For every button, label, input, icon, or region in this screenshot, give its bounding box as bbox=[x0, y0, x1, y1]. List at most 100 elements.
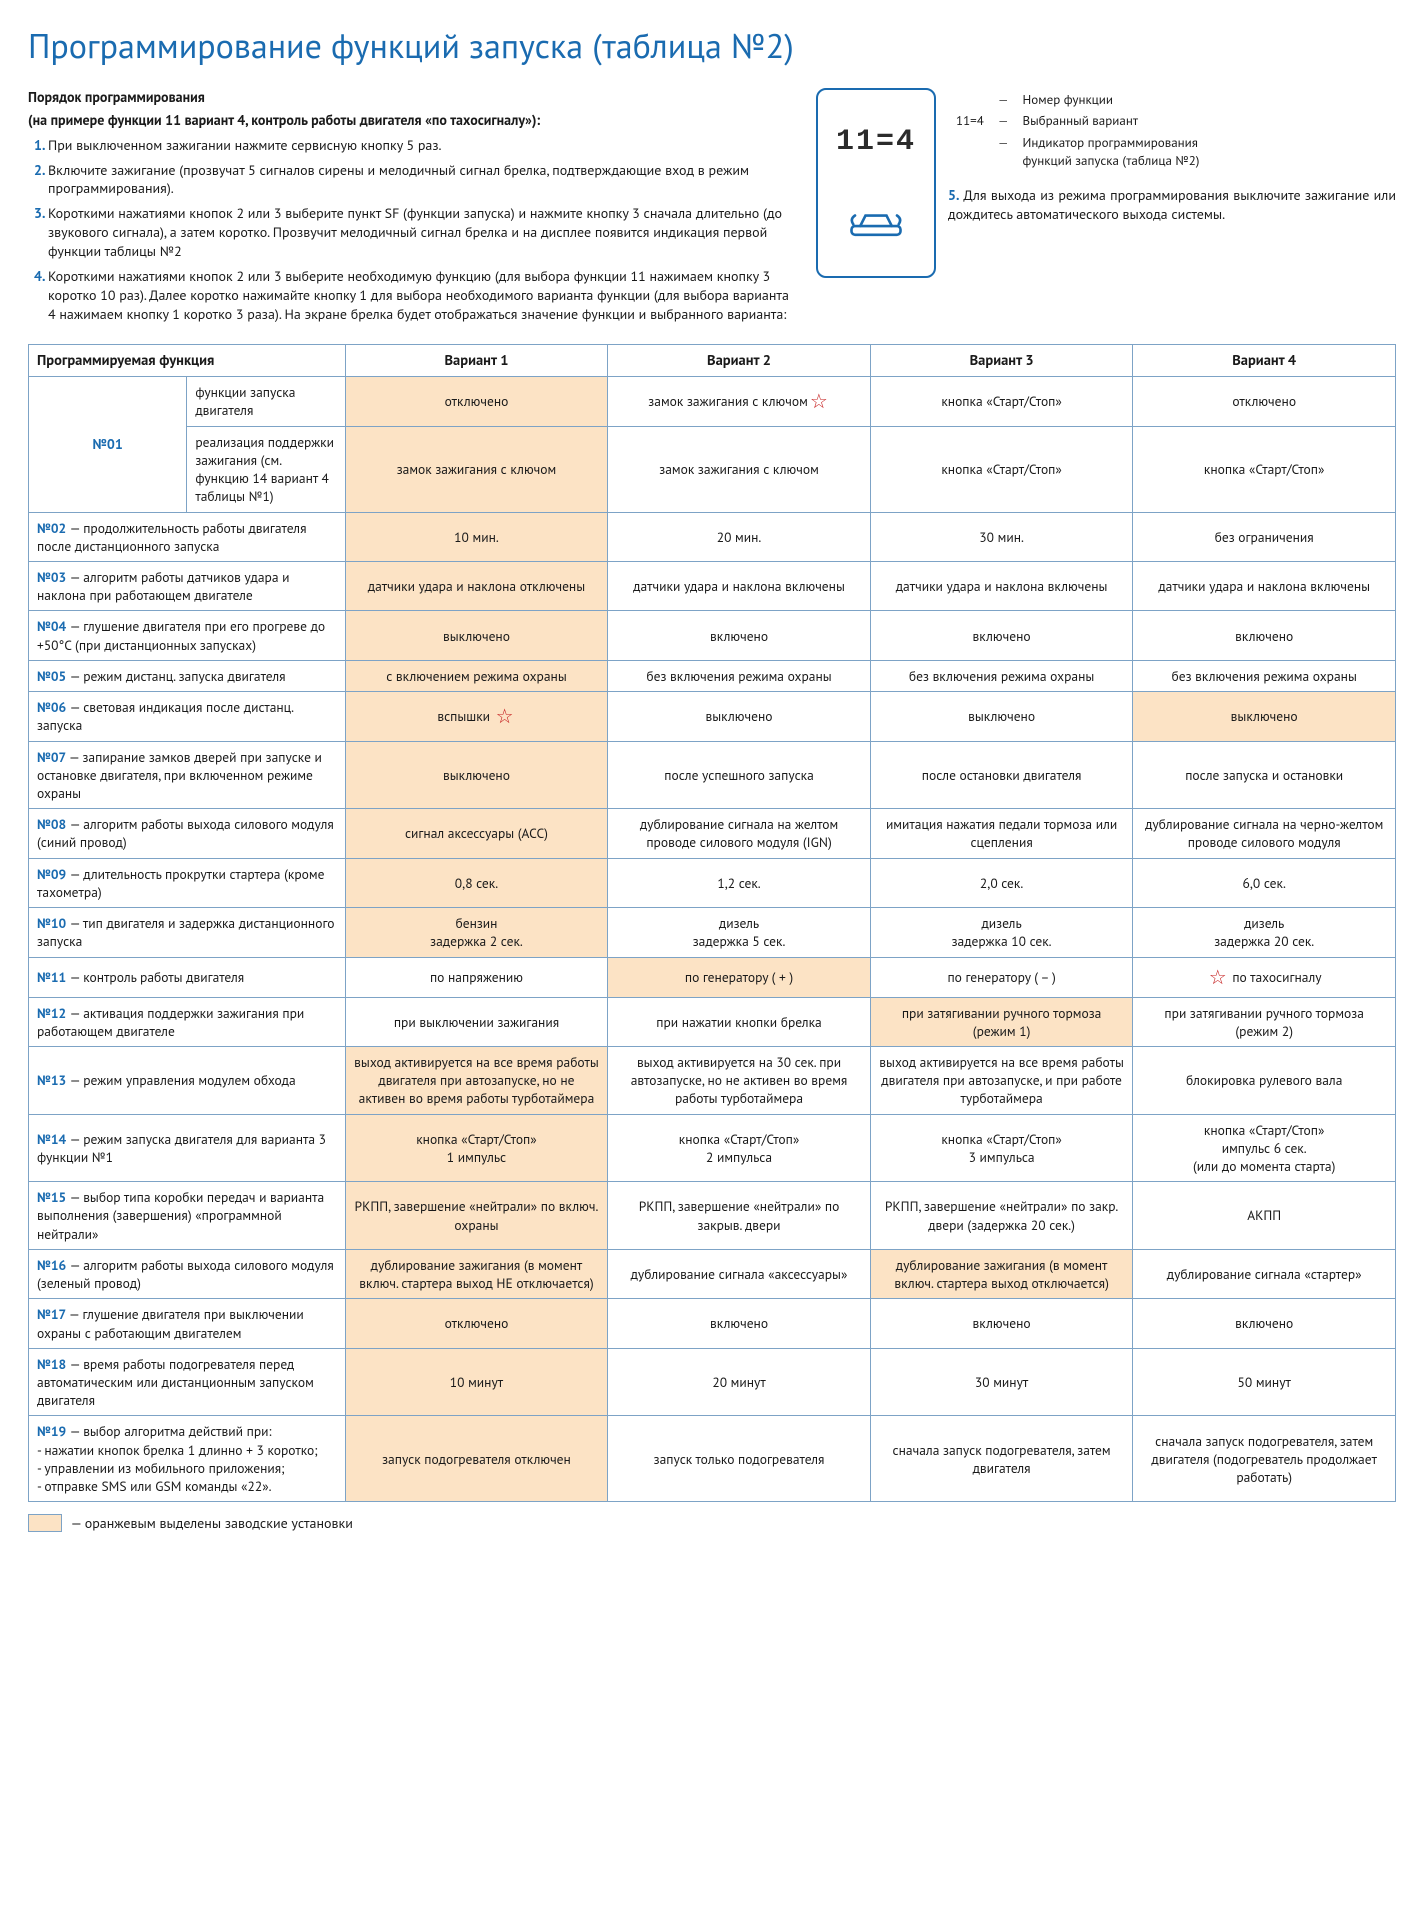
variant-cell: при затягивании ручного тормоза (режим 2… bbox=[1133, 997, 1396, 1046]
variant-cell: 2,0 сек. bbox=[870, 858, 1133, 907]
variant-cell: по генератору ( – ) bbox=[870, 957, 1133, 997]
table-row: №11 — контроль работы двигателяпо напряж… bbox=[29, 957, 1396, 997]
legend-swatch bbox=[28, 1514, 62, 1532]
remote-display-digits: 11=4 bbox=[836, 122, 916, 163]
order-step: Короткими нажатиями кнопок 2 или 3 выбер… bbox=[48, 267, 796, 324]
table-row: №12 — активация поддержки зажигания при … bbox=[29, 997, 1396, 1046]
variant-cell: кнопка «Старт/Стоп»2 импульса bbox=[608, 1114, 871, 1182]
func-label: №07 — запирание замков дверей при запуск… bbox=[29, 741, 346, 809]
variant-cell: дублирование зажигания (в момент включ. … bbox=[345, 1249, 608, 1298]
func-label: №11 — контроль работы двигателя bbox=[29, 957, 346, 997]
order-subheading: (на примере функции 11 вариант 4, контро… bbox=[28, 111, 796, 130]
variant-cell: отключено bbox=[1133, 377, 1396, 426]
variant-cell: дизельзадержка 10 сек. bbox=[870, 908, 1133, 957]
table-row: №10 — тип двигателя и задержка дистанцио… bbox=[29, 908, 1396, 957]
func-label: реализация поддержки зажигания (см. функ… bbox=[187, 426, 345, 512]
variant-cell: выключено bbox=[1133, 692, 1396, 741]
variant-cell: 10 мин. bbox=[345, 512, 608, 561]
variant-cell: дизельзадержка 20 сек. bbox=[1133, 908, 1396, 957]
func-label: №17 — глушение двигателя при выключении … bbox=[29, 1299, 346, 1348]
variant-cell: выключено bbox=[608, 692, 871, 741]
page-title: Программирование функций запуска (таблиц… bbox=[28, 24, 1396, 70]
func-label: №10 — тип двигателя и задержка дистанцио… bbox=[29, 908, 346, 957]
variant-cell: датчики удара и наклона включены bbox=[1133, 562, 1396, 611]
variant-cell: после успешного запуска bbox=[608, 741, 871, 809]
col-var1: Вариант 1 bbox=[345, 344, 608, 377]
variant-cell: дублирование зажигания (в момент включ. … bbox=[870, 1249, 1133, 1298]
variant-cell: 10 минут bbox=[345, 1348, 608, 1416]
variant-cell: кнопка «Старт/Стоп»1 импульс bbox=[345, 1114, 608, 1182]
variant-cell: по напряжению bbox=[345, 957, 608, 997]
func-label: №18 — время работы подогревателя перед а… bbox=[29, 1348, 346, 1416]
func-label: №14 — режим запуска двигателя для вариан… bbox=[29, 1114, 346, 1182]
variant-cell: 1,2 сек. bbox=[608, 858, 871, 907]
variant-cell: РКПП, завершение «нейтрали» по закрыв. д… bbox=[608, 1182, 871, 1250]
table-row: №16 — алгоритм работы выхода силового мо… bbox=[29, 1249, 1396, 1298]
variant-cell: бензинзадержка 2 сек. bbox=[345, 908, 608, 957]
variant-cell: включено bbox=[608, 1299, 871, 1348]
variant-cell: включено bbox=[608, 611, 871, 660]
table-row: №17 — глушение двигателя при выключении … bbox=[29, 1299, 1396, 1348]
variant-cell: включено bbox=[870, 1299, 1133, 1348]
table-row: №07 — запирание замков дверей при запуск… bbox=[29, 741, 1396, 809]
variant-cell: без ограничения bbox=[1133, 512, 1396, 561]
variant-cell: отключено bbox=[345, 377, 608, 426]
variant-cell: включено bbox=[870, 611, 1133, 660]
order-heading: Порядок программирования bbox=[28, 88, 796, 107]
func-label: №08 — алгоритм работы выхода силового мо… bbox=[29, 809, 346, 858]
variant-cell: включено bbox=[1133, 611, 1396, 660]
table-row: №18 — время работы подогревателя перед а… bbox=[29, 1348, 1396, 1416]
variant-cell: выход активируется на 30 сек. при автоза… bbox=[608, 1046, 871, 1114]
variant-cell: кнопка «Старт/Стоп»импульс 6 сек.(или до… bbox=[1133, 1114, 1396, 1182]
variant-cell: дублирование сигнала «аксессуары» bbox=[608, 1249, 871, 1298]
variant-cell: 6,0 сек. bbox=[1133, 858, 1396, 907]
variant-cell: ☆ по тахосигналу bbox=[1133, 957, 1396, 997]
order-step: Короткими нажатиями кнопок 2 или 3 выбер… bbox=[48, 204, 796, 261]
display-illustration: 11=4 —Номер функции 11=4 bbox=[816, 88, 1396, 330]
table-row: реализация поддержки зажигания (см. функ… bbox=[29, 426, 1396, 512]
callout-indicator: Индикатор программирования функций запус… bbox=[1017, 133, 1217, 170]
order-step: При выключенном зажигании нажмите сервис… bbox=[48, 136, 796, 155]
callout-func-number: Номер функции bbox=[1017, 90, 1217, 110]
func-label: №02 — продолжительность работы двигателя… bbox=[29, 512, 346, 561]
func-label: функции запуска двигателя bbox=[187, 377, 345, 426]
variant-cell: без включения режима охраны bbox=[1133, 660, 1396, 691]
table-row: №19 — выбор алгоритма действий при:- наж… bbox=[29, 1416, 1396, 1502]
variant-cell: датчики удара и наклона включены bbox=[608, 562, 871, 611]
func-label: №12 — активация поддержки зажигания при … bbox=[29, 997, 346, 1046]
variant-cell: при выключении зажигания bbox=[345, 997, 608, 1046]
func-label: №16 — алгоритм работы выхода силового мо… bbox=[29, 1249, 346, 1298]
table-row: №13 — режим управления модулем обходавых… bbox=[29, 1046, 1396, 1114]
step-5: 5. Для выхода из режима программирования… bbox=[948, 186, 1396, 224]
table-row: №09 — длительность прокрутки стартера (к… bbox=[29, 858, 1396, 907]
legend-text: — оранжевым выделены заводские установки bbox=[71, 1514, 353, 1532]
legend: — оранжевым выделены заводские установки bbox=[28, 1514, 1396, 1533]
variant-cell: датчики удара и наклона включены bbox=[870, 562, 1133, 611]
variant-cell: блокировка рулевого вала bbox=[1133, 1046, 1396, 1114]
table-row: №08 — алгоритм работы выхода силового мо… bbox=[29, 809, 1396, 858]
func-id: №01 bbox=[29, 377, 187, 512]
table-row: №03 — алгоритм работы датчиков удара и н… bbox=[29, 562, 1396, 611]
functions-table: Программируемая функция Вариант 1 Вариан… bbox=[28, 344, 1396, 1503]
variant-cell: вспышки ☆ bbox=[345, 692, 608, 741]
variant-cell: датчики удара и наклона отключены bbox=[345, 562, 608, 611]
variant-cell: 50 минут bbox=[1133, 1348, 1396, 1416]
variant-cell: замок зажигания с ключом☆ bbox=[608, 377, 871, 426]
variant-cell: РКПП, завершение «нейтрали» по включ. ох… bbox=[345, 1182, 608, 1250]
func-label: №03 — алгоритм работы датчиков удара и н… bbox=[29, 562, 346, 611]
variant-cell: дизельзадержка 5 сек. bbox=[608, 908, 871, 957]
col-var4: Вариант 4 bbox=[1133, 344, 1396, 377]
star-icon: ☆ bbox=[1209, 964, 1227, 990]
func-label: №05 — режим дистанц. запуска двигателя bbox=[29, 660, 346, 691]
star-icon: ☆ bbox=[810, 388, 828, 414]
variant-cell: сначала запуск подогревателя, затем двиг… bbox=[1133, 1416, 1396, 1502]
variant-cell: после остановки двигателя bbox=[870, 741, 1133, 809]
variant-cell: выключено bbox=[870, 692, 1133, 741]
variant-cell: 20 мин. bbox=[608, 512, 871, 561]
callout-display-digits: 11=4 bbox=[956, 112, 984, 129]
func-label: №04 — глушение двигателя при его прогрев… bbox=[29, 611, 346, 660]
variant-cell: 20 минут bbox=[608, 1348, 871, 1416]
variant-cell: 30 мин. bbox=[870, 512, 1133, 561]
variant-cell: выключено bbox=[345, 611, 608, 660]
variant-cell: РКПП, завершение «нейтрали» по закр. две… bbox=[870, 1182, 1133, 1250]
